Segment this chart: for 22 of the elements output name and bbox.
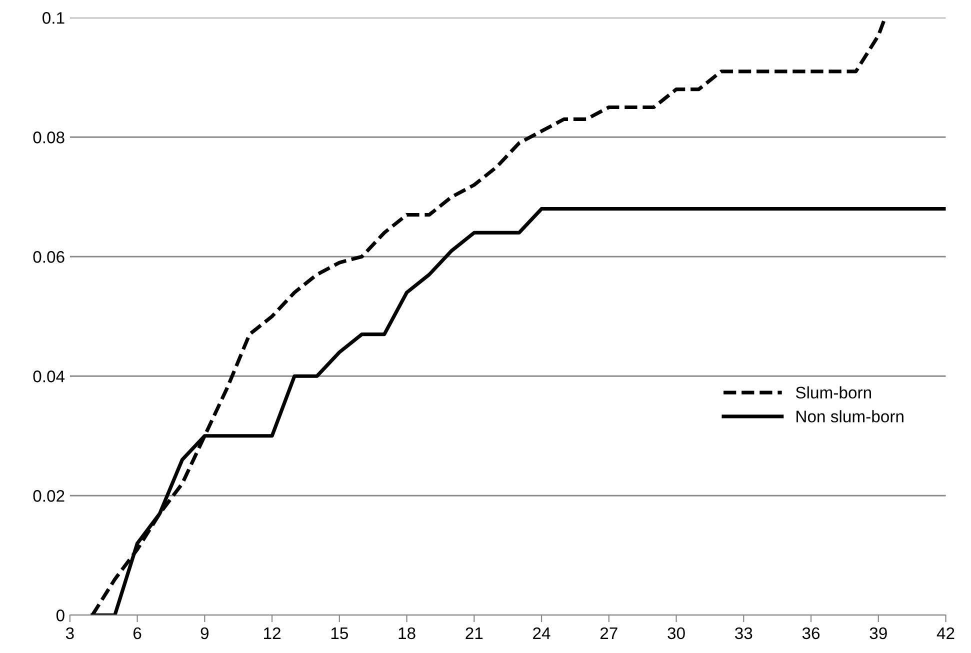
y-tick-label: 0.06 xyxy=(33,251,64,263)
x-tick-label: 15 xyxy=(331,628,348,640)
x-tick-label: 3 xyxy=(66,627,74,640)
legend-label: Slum-born xyxy=(796,386,871,399)
legend-label: Non slum-born xyxy=(796,410,904,422)
x-tick-label: 39 xyxy=(870,627,887,640)
x-tick-label: 12 xyxy=(264,627,280,640)
x-tick-label: 18 xyxy=(398,627,416,640)
x-tick-label: 36 xyxy=(802,627,820,640)
y-tick-label: 0 xyxy=(56,610,64,622)
x-tick-label: 24 xyxy=(533,627,550,640)
y-tick-label: 0.02 xyxy=(33,490,64,502)
x-tick-label: 6 xyxy=(133,627,142,640)
x-tick-label: 30 xyxy=(668,627,685,640)
y-tick-label: 0.08 xyxy=(33,132,64,144)
x-tick-label: 27 xyxy=(600,627,618,640)
x-tick-label: 33 xyxy=(735,627,752,640)
y-tick-label: 0.04 xyxy=(33,370,65,382)
y-tick-label: 0.1 xyxy=(42,12,64,24)
x-tick-label: 21 xyxy=(466,627,483,640)
x-tick-label: 42 xyxy=(936,627,954,640)
x-tick-label: 9 xyxy=(200,627,208,640)
